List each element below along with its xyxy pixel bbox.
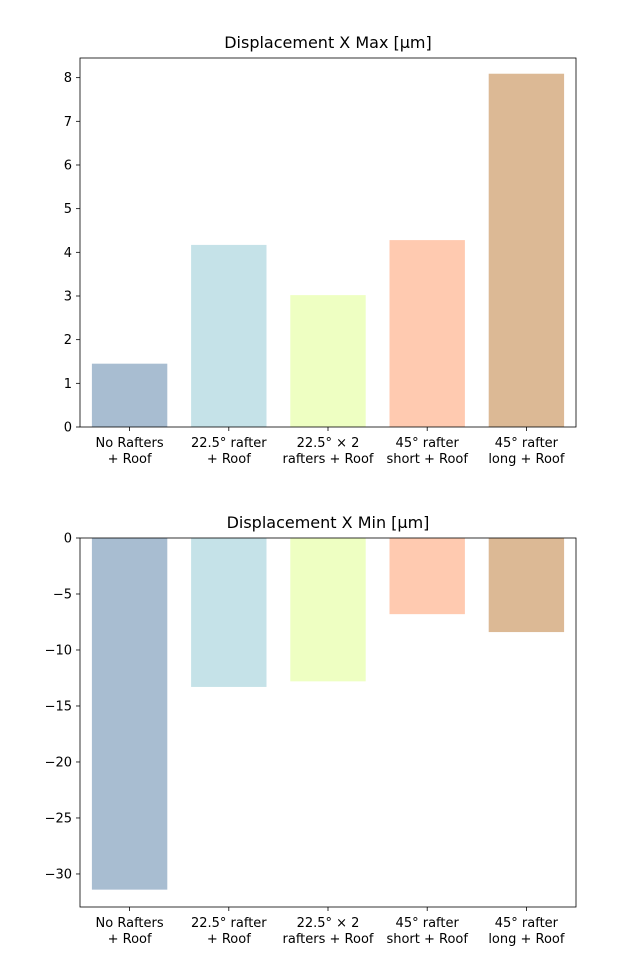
axes-frame [79, 57, 577, 428]
y-tick-label: 6 [64, 158, 72, 173]
x-tick-label: 45° rafter short + Roof [386, 436, 468, 467]
x-tick-label: 45° rafter long + Roof [488, 916, 565, 947]
bar [191, 538, 267, 687]
y-tick-label: −15 [45, 699, 72, 714]
y-tick-label: −20 [45, 755, 72, 770]
y-tick-label: 0 [64, 421, 72, 436]
x-tick-label: 45° rafter short + Roof [386, 916, 468, 947]
bar [91, 363, 168, 427]
y-tick-label: 7 [64, 115, 72, 130]
x-tick-label: No Rafters + Roof [96, 916, 164, 947]
bar [191, 244, 267, 427]
x-tick-label: 45° rafter long + Roof [488, 436, 565, 467]
bar [389, 538, 465, 615]
y-tick-label: −10 [45, 643, 72, 658]
bar [488, 73, 565, 428]
chart-title: Displacement X Max [µm] [224, 33, 432, 52]
bar [488, 538, 565, 633]
bar [290, 295, 366, 427]
bar [389, 240, 465, 427]
y-tick-label: 8 [64, 71, 72, 86]
x-tick-label: 22.5° rafter + Roof [191, 916, 267, 947]
x-tick-label: 22.5° × 2 rafters + Roof [283, 436, 374, 467]
bar [91, 538, 168, 890]
y-tick-label: 1 [64, 377, 72, 392]
y-tick-label: −30 [45, 867, 72, 882]
x-tick-label: 22.5° rafter + Roof [191, 436, 267, 467]
y-tick-label: 2 [64, 333, 72, 348]
y-tick-label: 5 [64, 202, 72, 217]
axes-frame [79, 537, 577, 908]
chart-displacement-x-max: Displacement X Max [µm] No Rafters + Roof… [64, 33, 577, 467]
chart-title: Displacement X Min [µm] [227, 513, 430, 532]
y-tick-label: 0 [64, 532, 72, 547]
y-tick-label: 3 [64, 289, 72, 304]
chart-displacement-x-min: Displacement X Min [µm] No Rafters + Roof… [45, 513, 577, 947]
y-tick-label: 4 [64, 246, 72, 261]
bar [290, 538, 366, 682]
y-tick-label: −25 [45, 811, 72, 826]
x-tick-label: 22.5° × 2 rafters + Roof [283, 916, 374, 947]
x-tick-label: No Rafters + Roof [96, 436, 164, 467]
y-tick-label: −5 [53, 587, 72, 602]
